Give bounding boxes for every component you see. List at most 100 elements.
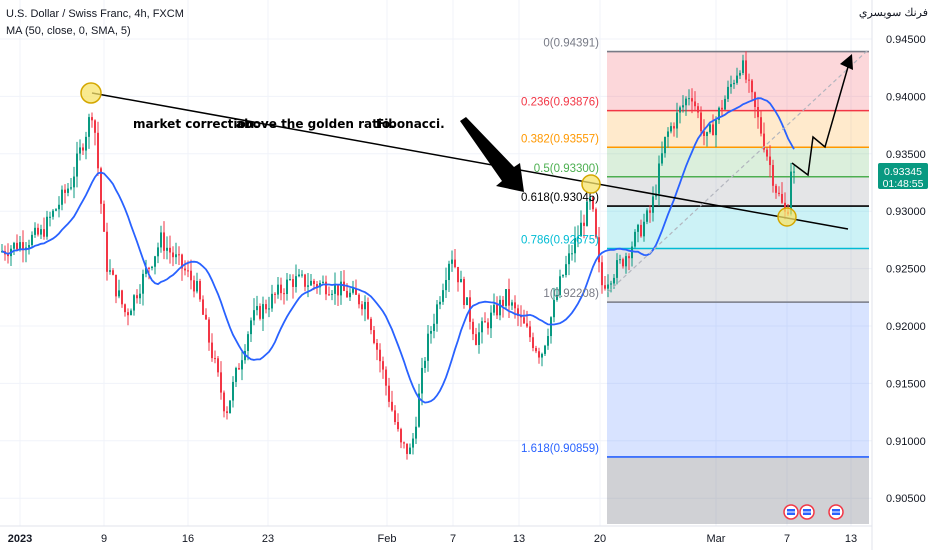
candle-body <box>46 216 48 237</box>
candle-body <box>208 319 210 343</box>
candle-body <box>751 80 753 93</box>
candle-body <box>538 351 540 358</box>
candle-body <box>157 247 159 257</box>
candle-body <box>250 320 252 335</box>
time-tick-label: 16 <box>182 533 194 545</box>
candle-body <box>502 299 504 306</box>
candle-body <box>127 312 129 316</box>
candle-body <box>313 280 315 285</box>
candle-body <box>706 132 708 136</box>
candle-body <box>277 284 279 295</box>
candle-body <box>775 185 777 193</box>
candle-body <box>532 337 534 349</box>
candle-body <box>715 119 717 136</box>
candle-body <box>100 168 102 204</box>
price-tick-label: 0.94000 <box>886 91 926 103</box>
time-tick-label: Feb <box>378 533 397 545</box>
highlight-circle-left[interactable] <box>80 82 102 104</box>
time-tick-label: 20 <box>594 533 606 545</box>
candle-body <box>169 247 171 253</box>
economic-event-flags[interactable] <box>783 504 844 520</box>
candle-body <box>514 302 516 309</box>
candlestick-series <box>1 51 795 460</box>
candle-body <box>682 105 684 108</box>
forecast-path[interactable] <box>791 59 851 177</box>
candle-body <box>106 231 108 272</box>
candle-body <box>292 279 294 287</box>
candle-body <box>700 112 702 132</box>
price-tick-label: 0.92500 <box>886 264 926 276</box>
candle-body <box>253 310 255 321</box>
candle-body <box>154 256 156 267</box>
candle-body <box>613 277 615 284</box>
candle-body <box>523 317 525 324</box>
candle-body <box>472 321 474 335</box>
trend-drawings[interactable]: market correction. above the golden rati… <box>80 49 869 293</box>
candle-body <box>400 429 402 443</box>
candle-body <box>85 136 87 151</box>
candle-body <box>286 279 288 295</box>
candle-body <box>622 259 624 267</box>
candle-body <box>361 304 363 310</box>
candle-body <box>415 426 417 439</box>
candle-body <box>13 242 15 249</box>
highlight-circle-mid[interactable] <box>581 174 601 194</box>
candle-body <box>370 318 372 331</box>
candle-body <box>262 304 264 319</box>
candle-body <box>232 381 234 401</box>
candle-body <box>241 360 243 370</box>
candle-body <box>73 176 75 188</box>
candle-body <box>451 259 453 264</box>
time-tick-label: 13 <box>513 533 525 545</box>
price-axis[interactable]: فرنك سويسري 0.94500 0.94000 0.93500 0.93000… <box>859 0 932 550</box>
highlight-circle-right[interactable] <box>777 207 797 227</box>
candle-body <box>448 263 450 281</box>
candle-body <box>496 304 498 316</box>
price-tick-label: 0.91000 <box>886 436 926 448</box>
big-arrow[interactable] <box>460 117 524 192</box>
candle-body <box>553 299 555 318</box>
symbol-title[interactable]: U.S. Dollar / Swiss Franc, 4h, FXCM <box>6 8 184 20</box>
candle-body <box>385 369 387 386</box>
candle-body <box>304 274 306 287</box>
candle-body <box>712 124 714 136</box>
candle-body <box>349 292 351 298</box>
candle-body <box>607 284 609 289</box>
candle-body <box>430 331 432 334</box>
candle-body <box>388 385 390 402</box>
candle-body <box>91 117 93 121</box>
time-axis[interactable]: 2023 9 16 23 Feb 7 13 20 Mar 7 13 <box>0 525 872 545</box>
candle-body <box>22 242 24 251</box>
candle-body <box>535 348 537 352</box>
projection-dashed-line[interactable] <box>607 49 869 293</box>
current-price: 0.93345 <box>884 166 922 178</box>
candle-body <box>367 301 369 319</box>
candle-body <box>568 253 570 265</box>
candle-body <box>778 192 780 194</box>
candle-body <box>229 400 231 414</box>
candle-body <box>709 124 711 133</box>
candle-body <box>793 171 795 173</box>
annotation-fibonacci: Fibonacci. <box>376 117 445 131</box>
indicator-legend[interactable]: MA (50, close, 0, SMA, 5) <box>6 25 131 37</box>
candle-body <box>289 279 291 281</box>
candle-body <box>466 297 468 306</box>
candle-body <box>577 236 579 238</box>
candle-body <box>427 333 429 361</box>
candle-body <box>487 322 489 329</box>
candle-body <box>271 293 273 309</box>
candle-body <box>649 210 651 213</box>
candle-body <box>616 260 618 278</box>
candle-body <box>223 392 225 412</box>
candle-body <box>550 317 552 337</box>
candle-body <box>505 289 507 306</box>
trend-line[interactable] <box>91 92 849 230</box>
candle-body <box>424 360 426 368</box>
candle-body <box>148 267 150 269</box>
candle-body <box>214 358 216 360</box>
candle-body <box>172 252 174 258</box>
fib-label: 0(0.94391) <box>543 38 599 50</box>
candle-body <box>373 330 375 343</box>
candle-body <box>211 342 213 359</box>
